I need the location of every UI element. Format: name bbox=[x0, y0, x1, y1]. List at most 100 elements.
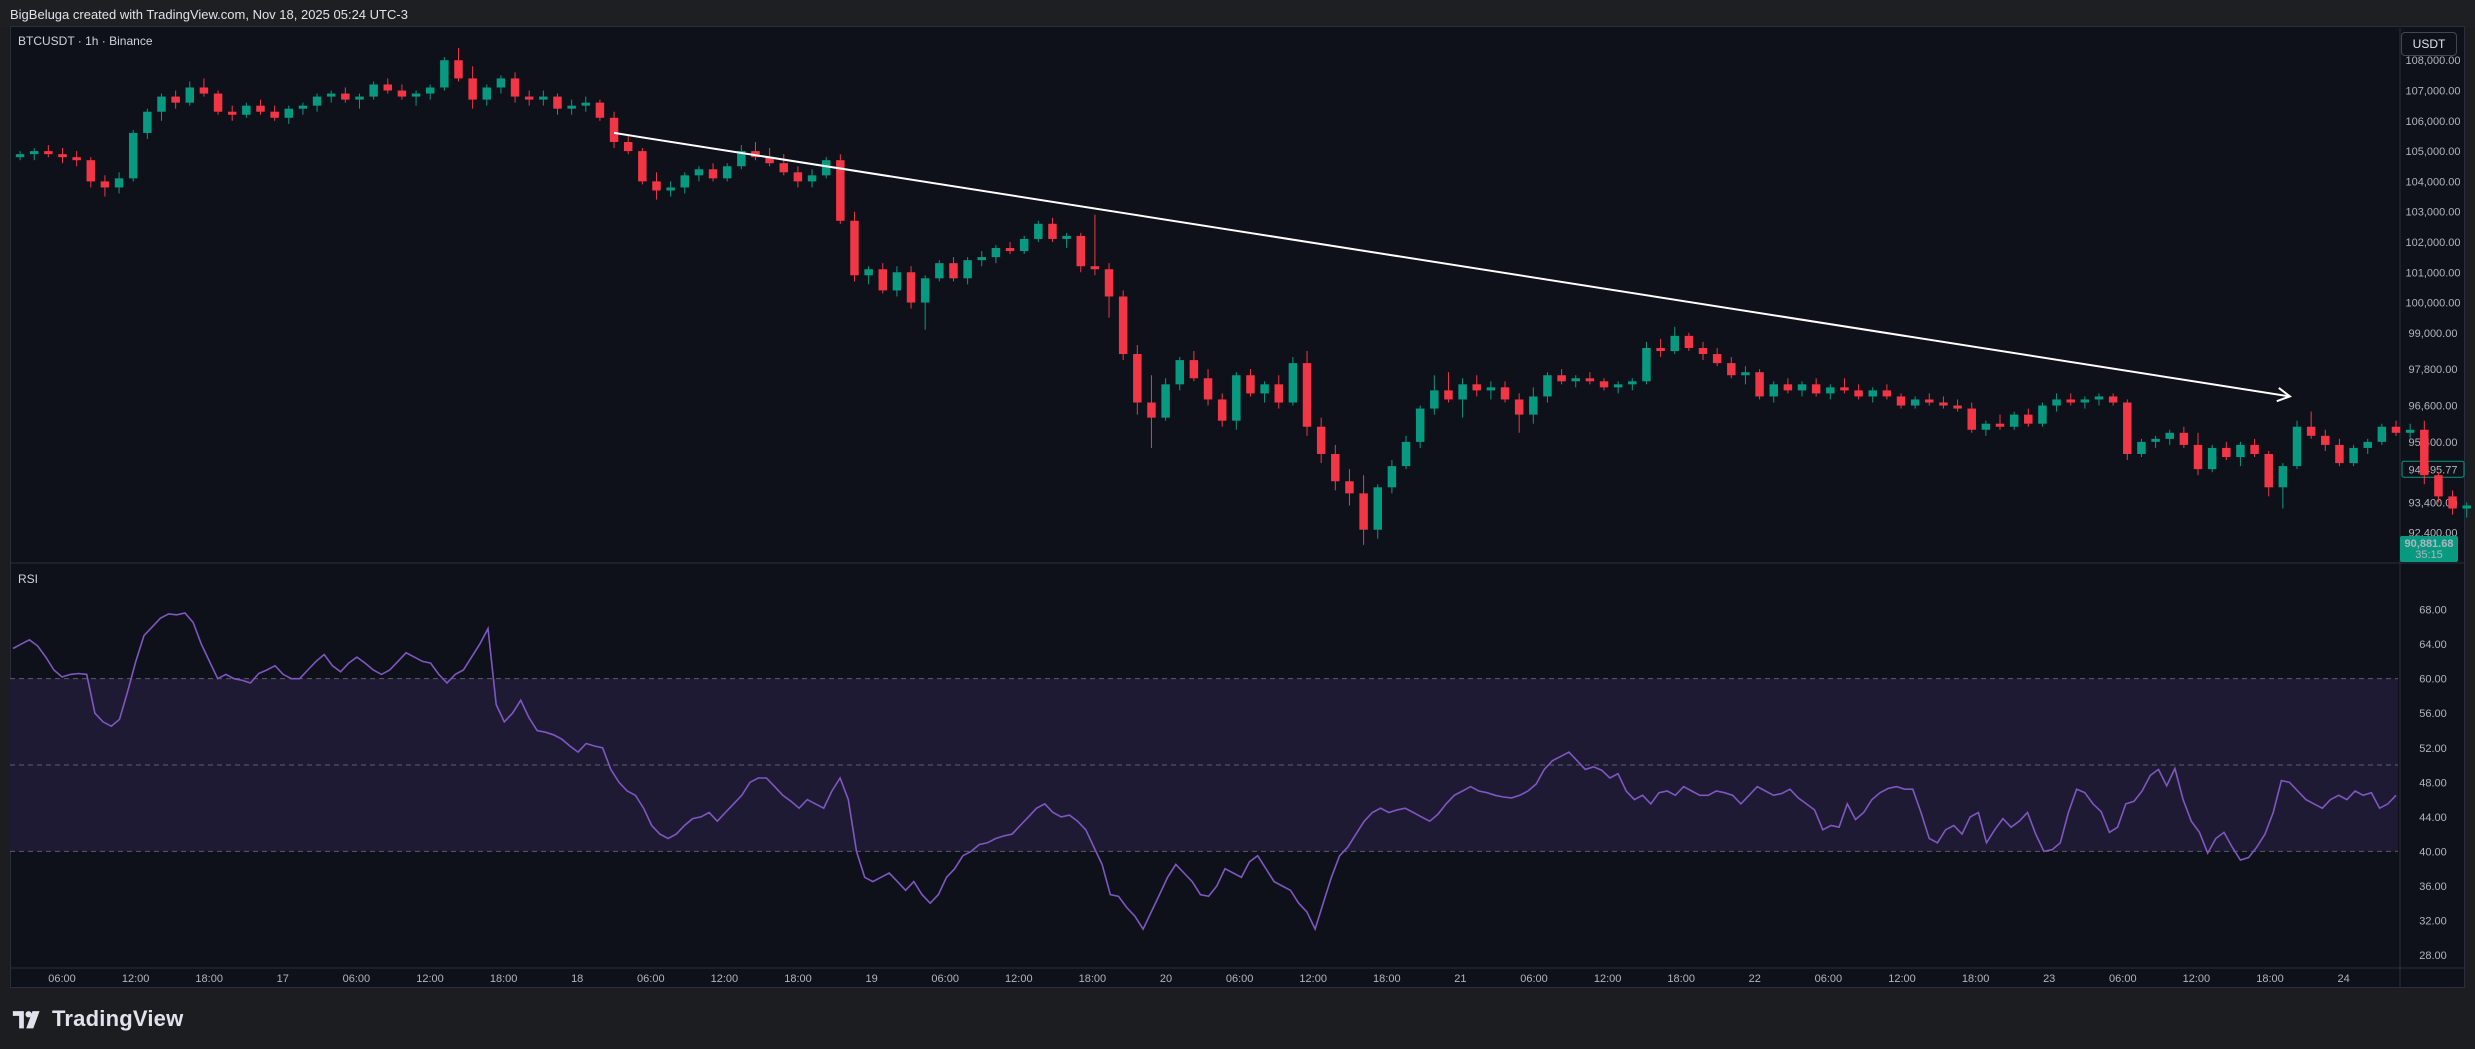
candle-body bbox=[1882, 390, 1892, 397]
candle-body bbox=[1147, 402, 1156, 418]
candle-body bbox=[143, 111, 152, 133]
time-tick-label: 20 bbox=[1160, 973, 1172, 985]
time-tick-label: 06:00 bbox=[48, 973, 76, 985]
candle-body bbox=[2321, 435, 2330, 445]
chart-canvas[interactable]: BTCUSDT · 1h · Binance RSI 108,000.00 107,0… bbox=[0, 0, 2475, 990]
candle-body bbox=[199, 87, 209, 94]
candle-body bbox=[1910, 399, 1920, 406]
candle-body bbox=[1628, 381, 1637, 385]
candle-body bbox=[1613, 384, 1623, 388]
candle-body bbox=[2349, 447, 2358, 464]
time-tick-label: 18:00 bbox=[1667, 973, 1695, 985]
tradingview-logo[interactable]: TradingView bbox=[10, 1006, 183, 1032]
candle-body bbox=[171, 96, 180, 103]
rsi-tick-label: 28.00 bbox=[2419, 950, 2447, 962]
candle-body bbox=[397, 90, 407, 97]
time-tick-label: 18:00 bbox=[784, 973, 812, 985]
trend-arrow-head[interactable] bbox=[2276, 387, 2292, 403]
candle-body bbox=[1981, 423, 1991, 430]
candle-body bbox=[1401, 441, 1411, 467]
candle-body bbox=[114, 178, 124, 188]
last-price-label: 94,495.77 bbox=[2409, 464, 2458, 476]
candle-body bbox=[2250, 444, 2259, 454]
candle-body bbox=[1444, 390, 1453, 400]
candle-body bbox=[1826, 387, 1835, 394]
candle-body bbox=[1684, 335, 1694, 348]
candle-body bbox=[539, 96, 548, 100]
time-tick-label: 06:00 bbox=[343, 973, 371, 985]
time-tick-label: 18:00 bbox=[490, 973, 518, 985]
candle-body bbox=[1486, 387, 1496, 391]
candle-body bbox=[1415, 408, 1425, 442]
rsi-tick-label: 48.00 bbox=[2419, 777, 2447, 789]
time-tick-label: 12:00 bbox=[122, 973, 150, 985]
candle-body bbox=[468, 78, 477, 100]
candle-body bbox=[1783, 384, 1793, 391]
candle-body bbox=[1232, 375, 1241, 421]
candle-body bbox=[524, 96, 534, 100]
candle-body bbox=[1274, 384, 1283, 403]
candle-body bbox=[2306, 426, 2316, 436]
time-tick-label: 06:00 bbox=[637, 973, 665, 985]
candle-body bbox=[128, 132, 138, 179]
rsi-tick-label: 56.00 bbox=[2419, 708, 2447, 720]
candle-body bbox=[1741, 372, 1750, 376]
candle-body bbox=[2080, 399, 2090, 403]
candle-body bbox=[878, 269, 888, 291]
candle-body bbox=[1769, 384, 1778, 397]
candle-body bbox=[298, 105, 308, 109]
time-tick-label: 18:00 bbox=[1079, 973, 1107, 985]
trend-arrow-line[interactable] bbox=[613, 131, 2291, 398]
candle-body bbox=[1656, 347, 1665, 352]
candle-body bbox=[1217, 399, 1227, 421]
candle-body bbox=[1995, 423, 2005, 427]
candle-body bbox=[1189, 360, 1199, 379]
candle-body bbox=[1430, 390, 1439, 409]
time-tick-label: 12:00 bbox=[1005, 973, 1033, 985]
time-tick-label: 12:00 bbox=[2183, 973, 2211, 985]
candle-body bbox=[2165, 432, 2174, 439]
candle-body bbox=[581, 102, 591, 106]
time-tick-label: 06:00 bbox=[931, 973, 959, 985]
candle-body bbox=[765, 157, 774, 164]
candle-body bbox=[553, 96, 562, 109]
candle-body bbox=[1698, 347, 1708, 355]
candle-body bbox=[1133, 354, 1142, 403]
rsi-tick-label: 36.00 bbox=[2419, 881, 2447, 893]
price-tick-label: 102,000.00 bbox=[2405, 237, 2460, 249]
time-tick-label: 23 bbox=[2043, 973, 2055, 985]
candle-body bbox=[807, 175, 817, 182]
candle-body bbox=[623, 142, 633, 152]
currency-button[interactable]: USDT bbox=[2401, 32, 2457, 56]
candle-body bbox=[991, 248, 1001, 258]
candle-body bbox=[680, 175, 690, 188]
candle-body bbox=[652, 181, 661, 191]
candle-body bbox=[1585, 378, 1595, 382]
candle-body bbox=[1048, 223, 1057, 239]
candle-body bbox=[355, 96, 364, 100]
candle-body bbox=[1472, 384, 1481, 391]
candle-body bbox=[284, 108, 294, 118]
candle-body bbox=[1288, 363, 1298, 403]
candle-body bbox=[963, 260, 972, 279]
candle-body bbox=[2264, 453, 2273, 488]
time-tick-label: 18 bbox=[571, 973, 583, 985]
top-caption-bar: BigBeluga created with TradingView.com, … bbox=[0, 0, 2475, 28]
candle-body bbox=[1854, 390, 1863, 397]
candle-body bbox=[935, 263, 944, 279]
candle-body bbox=[1500, 387, 1510, 400]
candle-body bbox=[2009, 414, 2019, 427]
candle-body bbox=[2052, 399, 2061, 406]
candle-body bbox=[666, 187, 675, 191]
time-tick-label: 06:00 bbox=[1520, 973, 1548, 985]
candle-body bbox=[2137, 441, 2146, 454]
candle-body bbox=[1712, 354, 1722, 364]
candle-body bbox=[1811, 384, 1821, 394]
candle-body bbox=[2151, 438, 2160, 442]
rsi-legend: RSI bbox=[18, 572, 38, 586]
candle-body bbox=[638, 151, 647, 182]
candle-body bbox=[15, 154, 25, 158]
footer bbox=[0, 990, 2475, 1049]
candle-body bbox=[1118, 296, 1128, 355]
candle-body bbox=[1642, 347, 1651, 382]
